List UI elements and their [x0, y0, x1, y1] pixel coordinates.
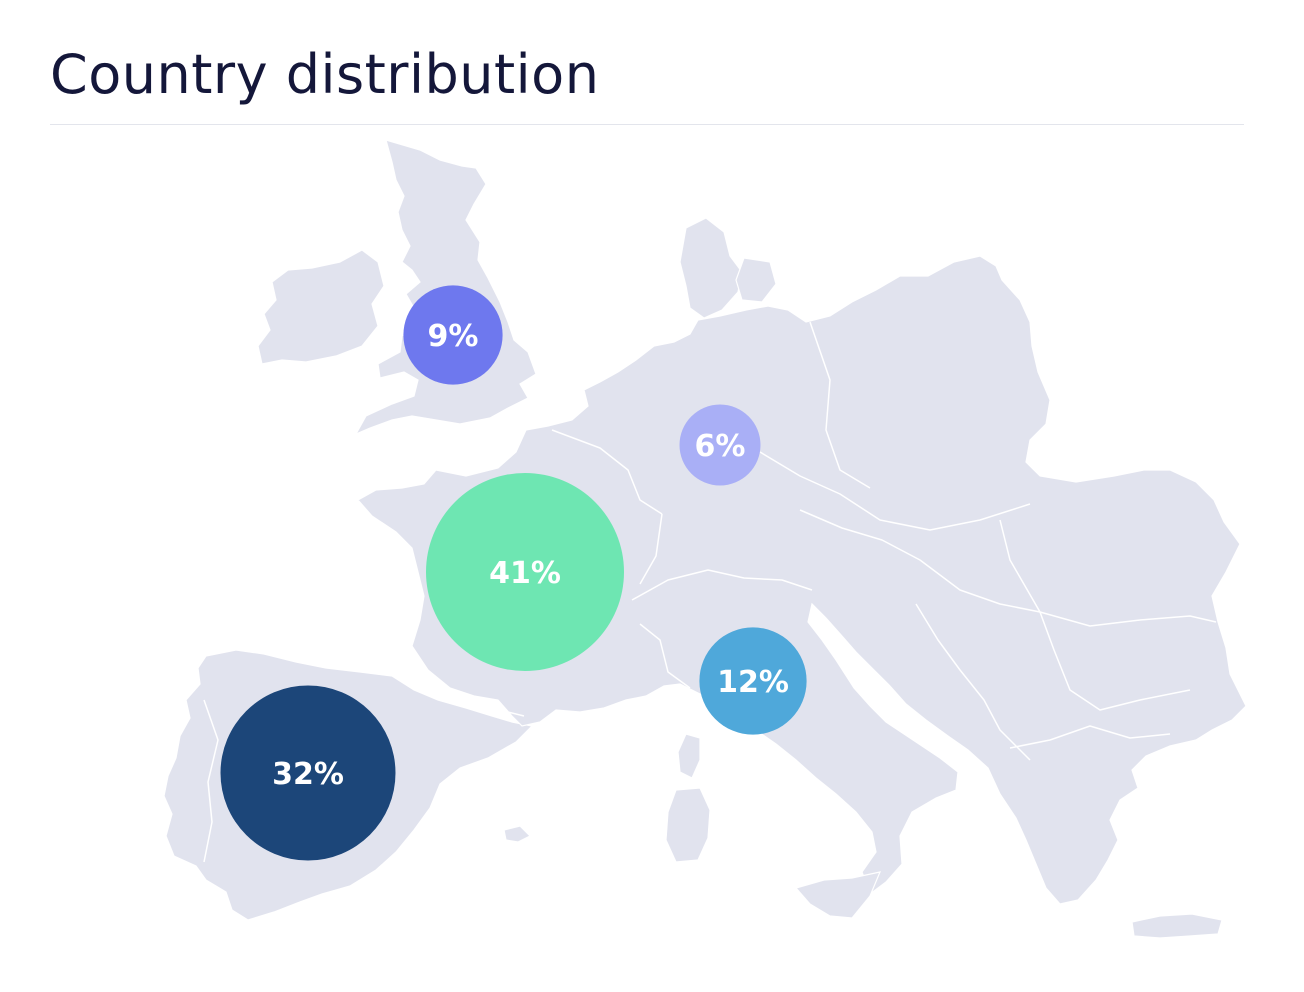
island-sardinia [665, 787, 711, 863]
page-title: Country distribution [50, 43, 600, 106]
border-alps [631, 569, 813, 601]
bubble-circle-spain[interactable] [220, 685, 396, 861]
country-borders [203, 321, 1217, 863]
bubble-layer: 9% 6% 41% 12% 32% [220, 285, 807, 861]
bubble-label-france: 41% [489, 556, 561, 591]
border-poland-south [759, 451, 1031, 531]
border-france-spain [395, 675, 525, 717]
island-crete [1131, 913, 1223, 939]
title-divider [50, 124, 1244, 125]
border-romania [999, 519, 1217, 627]
island-sicily [794, 871, 881, 919]
country-denmark [679, 217, 743, 319]
bubble-circle-united-kingdom[interactable] [403, 285, 503, 385]
border-germany-poland [809, 321, 871, 489]
border-greece [1009, 725, 1171, 749]
bubble-circle-germany[interactable] [679, 404, 761, 486]
bubble-label-italy: 12% [717, 665, 789, 700]
bubble-united-kingdom[interactable]: 9% [403, 285, 503, 385]
country-mainland-europe [357, 255, 1247, 905]
bubble-italy[interactable]: 12% [699, 627, 807, 735]
island-corsica [677, 733, 701, 779]
border-balkans [915, 603, 1031, 761]
bubble-label-spain: 32% [272, 757, 344, 792]
border-bulgaria [1039, 611, 1191, 711]
border-italy [639, 623, 691, 689]
country-denmark-islands [735, 257, 777, 303]
border-france-germany [639, 513, 663, 585]
bubble-spain[interactable]: 32% [220, 685, 396, 861]
border-benelux-germany [551, 429, 663, 515]
bubble-circle-italy[interactable] [699, 627, 807, 735]
bubble-label-united-kingdom: 9% [428, 319, 479, 354]
border-central-europe [799, 509, 1041, 613]
border-spain-portugal [203, 699, 219, 863]
bubble-france[interactable]: 41% [426, 473, 624, 671]
island-balearic [503, 825, 532, 843]
country-ireland [257, 249, 385, 365]
bubble-germany[interactable]: 6% [679, 404, 761, 486]
bubble-circle-france[interactable] [426, 473, 624, 671]
bubble-label-germany: 6% [695, 429, 746, 464]
